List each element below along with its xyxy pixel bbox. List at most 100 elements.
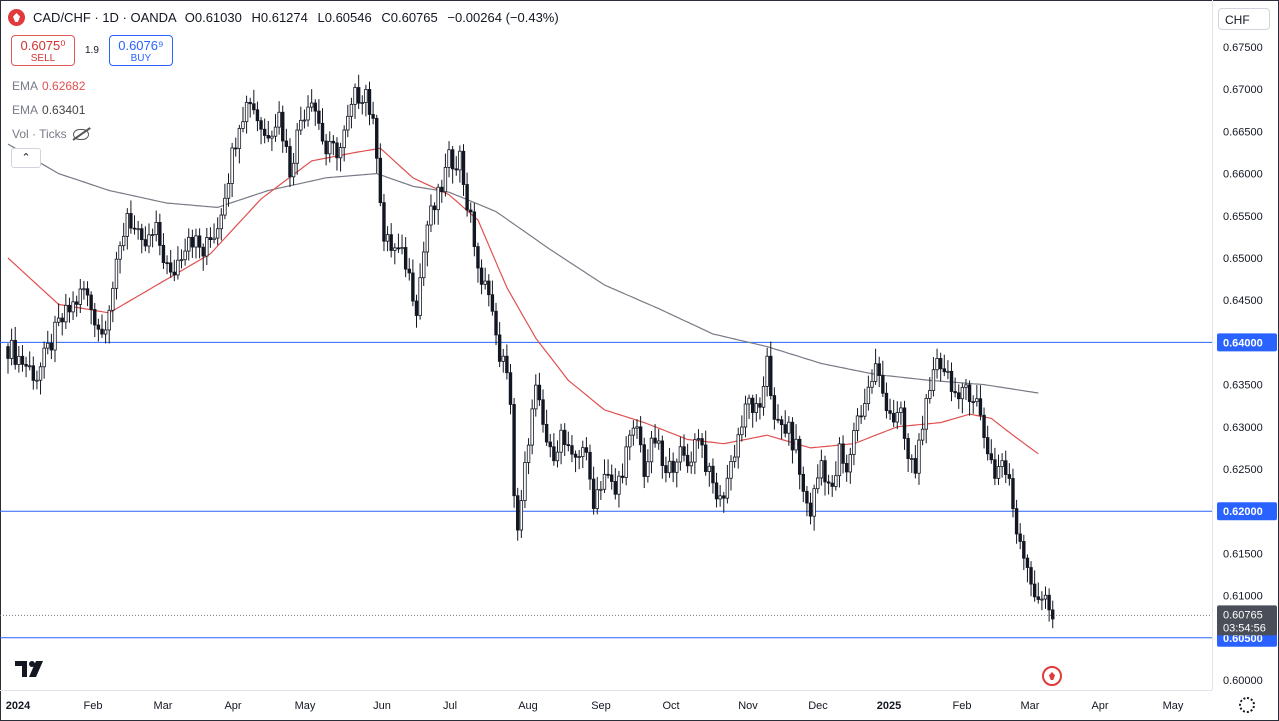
go-to-realtime-icon[interactable] — [1042, 666, 1062, 686]
candle-body[interactable] — [291, 162, 296, 178]
candle-body[interactable] — [1011, 478, 1015, 509]
candle-body[interactable] — [537, 384, 542, 401]
candle-body[interactable] — [1025, 557, 1030, 568]
candle-body[interactable] — [960, 386, 965, 400]
candle-body[interactable] — [541, 399, 545, 425]
currency-selector[interactable]: CHF — [1218, 8, 1270, 30]
candle-body[interactable] — [190, 236, 195, 248]
candle-body[interactable] — [53, 321, 57, 351]
candle-body[interactable] — [877, 363, 881, 376]
candle-body[interactable] — [526, 444, 531, 463]
candle-body[interactable] — [205, 237, 209, 257]
candle-body[interactable] — [617, 475, 621, 495]
candle-body[interactable] — [443, 166, 448, 193]
candle-body[interactable] — [324, 140, 328, 155]
candle-body[interactable] — [769, 355, 773, 397]
candle-body[interactable] — [563, 429, 567, 445]
candle-body[interactable] — [816, 477, 820, 490]
candle-body[interactable] — [183, 250, 187, 261]
candle-body[interactable] — [501, 355, 505, 362]
candle-body[interactable] — [100, 328, 104, 335]
candle-body[interactable] — [1022, 541, 1026, 559]
candle-body[interactable] — [573, 453, 578, 458]
candle-body[interactable] — [1014, 508, 1019, 535]
candle-body[interactable] — [407, 268, 411, 274]
candle-body[interactable] — [103, 329, 108, 335]
candle-body[interactable] — [393, 247, 397, 251]
candle-body[interactable] — [118, 245, 122, 260]
candle-body[interactable] — [895, 412, 899, 423]
candle-body[interactable] — [750, 397, 755, 413]
candle-body[interactable] — [450, 149, 455, 170]
candle-body[interactable] — [281, 111, 285, 142]
candle-body[interactable] — [548, 441, 552, 448]
candle-body[interactable] — [1029, 567, 1033, 585]
candle-body[interactable] — [881, 375, 885, 394]
candle-body[interactable] — [158, 222, 162, 246]
candle-body[interactable] — [729, 461, 733, 479]
candle-body[interactable] — [414, 300, 419, 316]
candle-body[interactable] — [461, 150, 466, 185]
candle-body[interactable] — [436, 186, 440, 211]
candle-body[interactable] — [928, 390, 932, 399]
candle-body[interactable] — [375, 117, 379, 159]
candle-body[interactable] — [797, 438, 802, 475]
candle-body[interactable] — [924, 398, 928, 430]
candle-body[interactable] — [743, 403, 748, 428]
candle-body[interactable] — [42, 347, 46, 368]
candle-body[interactable] — [317, 110, 321, 124]
candle-body[interactable] — [226, 183, 231, 199]
candle-body[interactable] — [711, 465, 715, 484]
candle-body[interactable] — [266, 135, 270, 139]
candle-body[interactable] — [1043, 594, 1048, 600]
candle-body[interactable] — [154, 222, 158, 236]
candle-body[interactable] — [49, 342, 54, 351]
candle-body[interactable] — [490, 294, 495, 312]
candle-body[interactable] — [476, 246, 480, 269]
candle-body[interactable] — [140, 228, 144, 241]
candle-body[interactable] — [888, 410, 892, 414]
candle-body[interactable] — [989, 453, 993, 461]
candle-body[interactable] — [848, 454, 852, 473]
candle-body[interactable] — [328, 140, 332, 155]
candle-body[interactable] — [516, 495, 520, 531]
candle-body[interactable] — [761, 385, 766, 408]
candle-body[interactable] — [841, 443, 845, 464]
candle-body[interactable] — [620, 475, 625, 478]
candle-body[interactable] — [678, 446, 683, 463]
candle-body[interactable] — [631, 427, 636, 436]
candle-body[interactable] — [147, 234, 151, 247]
candle-body[interactable] — [985, 437, 990, 455]
candle-body[interactable] — [646, 461, 650, 477]
candle-body[interactable] — [660, 440, 665, 467]
candle-body[interactable] — [606, 473, 610, 476]
candle-body[interactable] — [403, 247, 408, 270]
candle-body[interactable] — [801, 473, 805, 492]
candle-body[interactable] — [765, 355, 769, 387]
candle-body[interactable] — [613, 481, 618, 495]
candle-body[interactable] — [812, 488, 816, 517]
candle-body[interactable] — [693, 439, 697, 463]
candle-body[interactable] — [129, 213, 133, 229]
candle-body[interactable] — [906, 438, 910, 459]
candle-body[interactable] — [360, 102, 364, 104]
candle-body[interactable] — [107, 309, 111, 331]
candle-body[interactable] — [38, 366, 43, 381]
hidden-eye-icon[interactable] — [72, 129, 89, 141]
candle-body[interactable] — [834, 475, 838, 487]
candle-body[interactable] — [479, 267, 484, 285]
candle-body[interactable] — [295, 129, 299, 164]
candle-body[interactable] — [313, 102, 317, 112]
candle-body[interactable] — [64, 304, 68, 323]
candle-body[interactable] — [779, 419, 784, 426]
candle-body[interactable] — [707, 465, 712, 472]
candle-body[interactable] — [982, 414, 986, 438]
candle-body[interactable] — [555, 451, 560, 462]
candle-body[interactable] — [432, 205, 437, 211]
candle-body[interactable] — [591, 478, 596, 509]
candle-body[interactable] — [230, 147, 234, 184]
candle-body[interactable] — [13, 339, 17, 365]
settings-icon[interactable] — [1239, 697, 1255, 713]
candle-body[interactable] — [458, 150, 462, 171]
candle-body[interactable] — [331, 140, 336, 144]
